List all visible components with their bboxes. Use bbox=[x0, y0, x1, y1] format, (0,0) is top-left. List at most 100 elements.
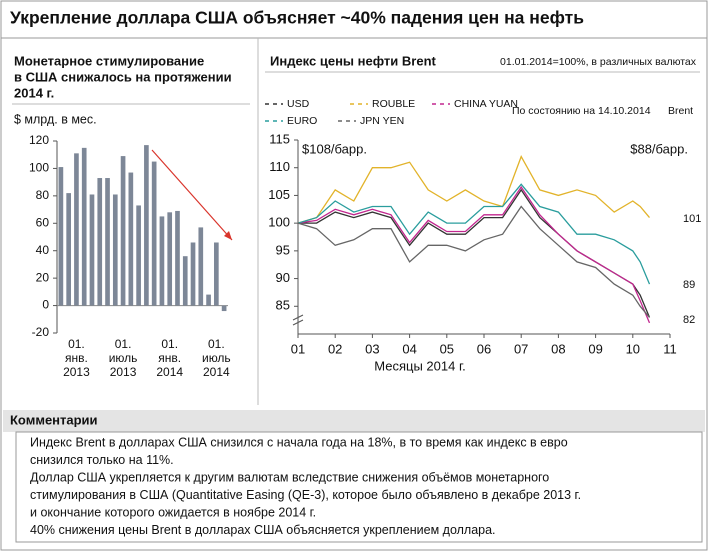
y-tick-label: 100 bbox=[29, 161, 49, 175]
comment-line: Доллар США укрепляется к другим валютам … bbox=[30, 470, 549, 484]
bar bbox=[89, 194, 95, 306]
bar bbox=[167, 212, 173, 306]
comments-header bbox=[3, 410, 705, 432]
x-tick-label: 02 bbox=[328, 341, 342, 356]
y-tick-label: 80 bbox=[36, 188, 50, 202]
x-tick-label: 01 bbox=[291, 341, 305, 356]
x-tick-label-line: 2013 bbox=[63, 365, 90, 379]
annotation: $108/барр. bbox=[302, 141, 367, 156]
axis-break bbox=[292, 314, 304, 326]
y-tick-label: 60 bbox=[36, 215, 50, 229]
y-tick-label: 0 bbox=[42, 298, 49, 312]
y-tick-label: 40 bbox=[36, 243, 50, 257]
comment-line: стимулирования в США (Quantitative Easin… bbox=[30, 488, 581, 502]
comment-line: снизился только на 11%. bbox=[30, 453, 174, 467]
series-line bbox=[297, 205, 650, 318]
note: По состоянию на 14.10.2014 bbox=[512, 105, 651, 117]
x-tick-label: 06 bbox=[477, 341, 491, 356]
trend-arrow bbox=[151, 149, 233, 241]
bar bbox=[97, 178, 103, 306]
page-title: Укрепление доллара США объясняет ~40% па… bbox=[10, 8, 584, 28]
x-tick-label-line: 2013 bbox=[110, 365, 137, 379]
annotation: $88/барр. bbox=[630, 141, 688, 156]
comment-line: и окончание которого ожидается в ноябре … bbox=[30, 505, 316, 519]
x-tick-label: 07 bbox=[514, 341, 528, 356]
series-line bbox=[298, 188, 651, 318]
y-tick-label: 95 bbox=[276, 242, 290, 257]
x-tick-label-line: 01. bbox=[68, 337, 85, 351]
x-tick-label-line: июль bbox=[202, 351, 231, 365]
series-line bbox=[297, 155, 650, 224]
legend-label: USD bbox=[287, 98, 310, 110]
y-tick-label: 110 bbox=[269, 159, 290, 174]
x-tick-label-line: 01. bbox=[208, 337, 225, 351]
x-tick-label: 10 bbox=[626, 341, 640, 356]
bar bbox=[74, 153, 79, 306]
x-tick-label: 01. янв. 2014 bbox=[156, 337, 183, 379]
bar bbox=[120, 156, 126, 306]
y-tick-label: 100 bbox=[268, 215, 290, 230]
x-tick-label-line: 2014 bbox=[203, 365, 230, 379]
comment-line: 40% снижения цены Brent в долларах США о… bbox=[30, 523, 496, 537]
chart-title: 2014 г. bbox=[14, 85, 54, 100]
y-tick-label: 20 bbox=[36, 270, 50, 284]
comment-line: Индекс Brent в долларах США снизился с н… bbox=[30, 435, 568, 449]
legend-label: CHINA YUAN bbox=[454, 98, 518, 110]
y-tick-label: 105 bbox=[268, 187, 290, 202]
source: Brent bbox=[668, 105, 693, 117]
y-tick-label: -20 bbox=[32, 325, 50, 339]
bar bbox=[144, 145, 149, 306]
bar bbox=[136, 205, 141, 306]
y-tick-label: 85 bbox=[276, 298, 290, 313]
bar bbox=[81, 147, 87, 306]
chart-title: Монетарное стимулирование bbox=[14, 53, 204, 68]
legend-label: JPN YEN bbox=[360, 115, 404, 127]
bar bbox=[58, 167, 64, 306]
x-tick-label-line: 01. bbox=[115, 337, 132, 351]
annotation: 82 bbox=[683, 314, 695, 326]
x-tick-label: 11 bbox=[663, 341, 677, 356]
trend-arrow-head bbox=[224, 231, 232, 240]
chart-title: в США снижалось на протяжении bbox=[14, 69, 232, 84]
bar bbox=[66, 193, 71, 306]
bar bbox=[112, 194, 118, 306]
bar bbox=[214, 242, 219, 306]
x-tick-label: 05 bbox=[440, 341, 454, 356]
x-tick-label: 09 bbox=[588, 341, 602, 356]
bar bbox=[190, 242, 196, 306]
comments-title: Комментарии bbox=[10, 412, 98, 427]
x-tick-label: 01. июль 2014 bbox=[202, 337, 231, 379]
x-tick-label: 03 bbox=[365, 341, 379, 356]
bar bbox=[159, 216, 165, 306]
y-tick-label: 115 bbox=[269, 131, 290, 146]
x-tick-label-line: 01. bbox=[161, 337, 178, 351]
bar bbox=[175, 210, 180, 306]
bar bbox=[105, 178, 110, 306]
legend-label: ROUBLE bbox=[372, 98, 415, 110]
bar bbox=[221, 305, 227, 312]
x-tick-label-line: янв. bbox=[65, 351, 88, 365]
comments-box bbox=[15, 431, 703, 543]
x-tick-label-line: июль bbox=[109, 351, 138, 365]
annotation: 89 bbox=[683, 279, 695, 291]
x-tick-label: 04 bbox=[402, 341, 416, 356]
chart-subtitle: 01.01.2014=100%, в различных валютах bbox=[500, 56, 697, 68]
chart-title: Индекс цены нефти Brent bbox=[270, 53, 437, 68]
bar bbox=[198, 227, 204, 306]
x-axis-label: Месяцы 2014 г. bbox=[374, 358, 465, 373]
series-line bbox=[297, 185, 651, 324]
y-tick-label: 90 bbox=[276, 270, 290, 285]
bar bbox=[182, 256, 188, 306]
annotation: 101 bbox=[683, 213, 701, 225]
bar bbox=[151, 161, 157, 306]
x-tick-label: 08 bbox=[551, 341, 565, 356]
bar bbox=[206, 294, 211, 306]
x-tick-label: 01. янв. 2013 bbox=[63, 337, 90, 379]
series-line bbox=[297, 183, 651, 285]
y-tick-label: 120 bbox=[29, 133, 49, 147]
x-tick-label-line: 2014 bbox=[156, 365, 183, 379]
bar bbox=[128, 172, 134, 306]
y-axis-label: $ млрд. в мес. bbox=[14, 112, 97, 126]
